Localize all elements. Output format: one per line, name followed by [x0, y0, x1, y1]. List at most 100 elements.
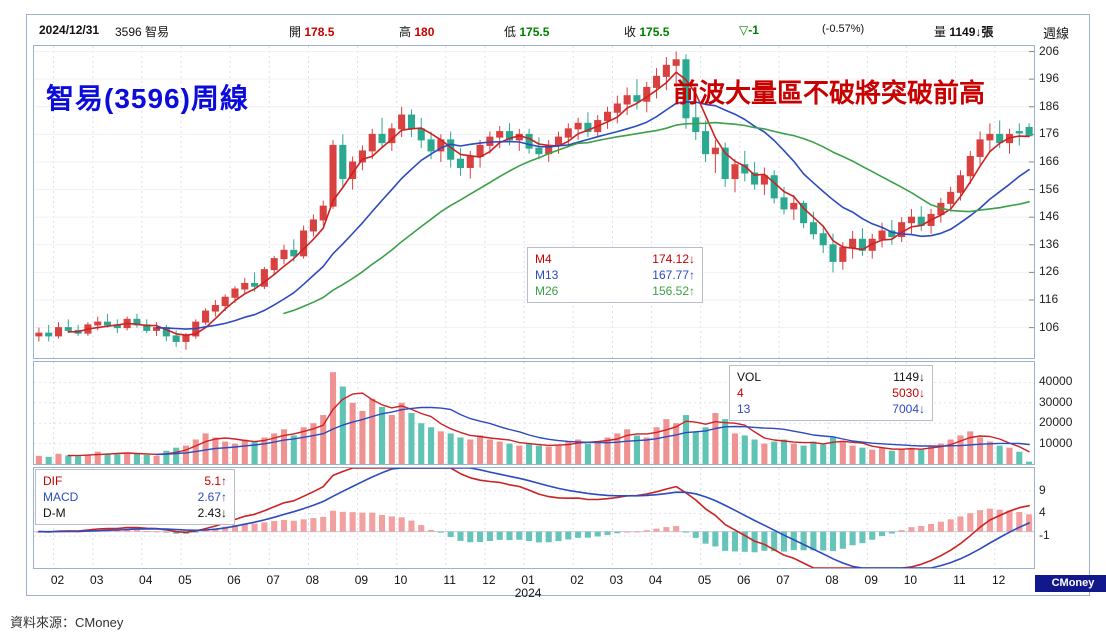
vol-value: 1149↓ — [893, 370, 925, 384]
low-quote: 低 175.5 — [504, 23, 549, 40]
volume-chart-svg[interactable] — [34, 362, 1034, 464]
ma13-row: M13 167.77↑ — [535, 267, 695, 283]
open-quote: 開 178.5 — [289, 23, 334, 40]
low-label: 低 — [504, 25, 517, 39]
axis-tick-label: 146 — [1039, 209, 1060, 224]
chart-frame: 2024/12/31 3596 智易 開 178.5 高 180 低 175.5… — [26, 14, 1106, 600]
macd-row: MACD 2.67↑ — [43, 489, 227, 505]
dif-row: DIF 5.1↑ — [43, 473, 227, 489]
vol-ma13-value: 7004↓ — [892, 402, 925, 416]
high-label: 高 — [399, 25, 412, 39]
open-value: 178.5 — [304, 25, 335, 39]
price-chart-svg[interactable] — [34, 46, 1034, 358]
x-axis-month-label: 06 — [227, 573, 241, 587]
cmoney-logo: CMoney — [1035, 575, 1106, 592]
volume-value: 1149↓張 — [949, 25, 994, 39]
vol-ma13-label: 13 — [737, 402, 751, 416]
axis-tick-label: 4 — [1039, 505, 1046, 520]
macd-label: MACD — [43, 490, 79, 504]
x-axis-month-label: 11 — [443, 573, 456, 587]
volume-label: 量 — [934, 25, 947, 39]
ma26-label: M26 — [535, 284, 559, 298]
ma13-value: 167.77↑ — [652, 268, 695, 282]
high-value: 180 — [414, 25, 435, 39]
x-axis-month-label: 08 — [825, 573, 839, 587]
price-pane[interactable] — [33, 45, 1035, 359]
vol-label: VOL — [737, 370, 762, 384]
axis-tick-label: -1 — [1039, 528, 1050, 543]
x-axis-month-label: 12 — [991, 573, 1006, 587]
right-axis-labels: 206 196 186 176 166 156 146 136 126 116 106 40000 30… — [1035, 15, 1091, 597]
dm-label: D-M — [43, 506, 66, 520]
axis-tick-label: 126 — [1039, 264, 1060, 279]
axis-tick-label: 196 — [1039, 71, 1060, 86]
axis-tick-label: 40000 — [1039, 374, 1073, 389]
dif-value: 5.1↑ — [204, 474, 227, 488]
volume-legend: VOL 1149↓ 4 5030↓ 13 7004↓ — [729, 365, 933, 421]
macd-legend: DIF 5.1↑ MACD 2.67↑ D-M 2.43↓ — [35, 469, 235, 525]
close-quote: 收 175.5 — [624, 23, 669, 40]
vol-ma4-label: 4 — [737, 386, 744, 400]
stock-symbol: 3596 智易 — [115, 25, 170, 39]
x-axis-month-label: 03 — [90, 573, 104, 587]
x-axis-month-label: 06 — [737, 573, 751, 587]
vol-ma4-row: 4 5030↓ — [737, 385, 925, 401]
x-axis-month-label: 05 — [697, 573, 712, 587]
x-axis-year-label: 2024 — [514, 586, 542, 600]
axis-tick-label: 206 — [1039, 43, 1060, 58]
quote-date: 2024/12/31 — [39, 23, 100, 37]
x-axis-month-label: 07 — [776, 573, 790, 587]
ma4-row: M4 174.12↓ — [535, 251, 695, 267]
x-axis-month-label: 10 — [903, 573, 918, 587]
x-axis-month-label: 11 — [953, 573, 966, 587]
x-axis-month-label: 08 — [305, 573, 320, 587]
volume-quote: 量 1149↓張 — [934, 23, 993, 40]
x-axis-month-label: 03 — [609, 573, 624, 587]
x-axis-month-label: 02 — [50, 573, 65, 587]
vol-ma4-value: 5030↓ — [892, 386, 925, 400]
axis-tick-label: 156 — [1039, 181, 1060, 196]
axis-tick-label: 9 — [1039, 482, 1046, 497]
x-axis-labels: 2024 02 03 04 05 06 07 08 09 10 11 12 01 02 03 04 05 06 0… — [33, 571, 1035, 600]
macd-value: 2.67↑ — [197, 490, 227, 504]
low-value: 175.5 — [519, 25, 550, 39]
x-axis-month-label: 04 — [648, 573, 663, 587]
x-axis-month-label: 01 — [521, 573, 535, 587]
x-axis-month-label: 05 — [178, 573, 192, 587]
close-value: 175.5 — [639, 25, 670, 39]
ma13-label: M13 — [535, 268, 559, 282]
axis-tick-label: 176 — [1039, 126, 1060, 141]
close-label: 收 — [624, 25, 637, 39]
axis-tick-label: 30000 — [1039, 394, 1073, 409]
high-quote: 高 180 — [399, 23, 434, 40]
open-label: 開 — [289, 25, 302, 39]
x-axis-month-label: 09 — [354, 573, 369, 587]
source-note: 資料來源：CMoney — [10, 615, 124, 630]
axis-tick-label: 186 — [1039, 98, 1060, 113]
period-label: 週線 — [1043, 26, 1070, 41]
dm-row: D-M 2.43↓ — [43, 505, 227, 521]
change-percent: (-0.57%) — [822, 23, 865, 35]
axis-tick-label: 20000 — [1039, 415, 1073, 430]
dif-label: DIF — [43, 474, 63, 488]
change-value: ▽-1 — [739, 23, 759, 37]
chart-annotation: 前波大量區不破將突破前高 — [673, 78, 986, 108]
ma4-value: 174.12↓ — [652, 252, 695, 266]
ma4-label: M4 — [535, 252, 552, 266]
axis-tick-label: 136 — [1039, 236, 1060, 251]
ma26-value: 156.52↑ — [652, 284, 695, 298]
vol-row: VOL 1149↓ — [737, 369, 925, 385]
axis-tick-label: 106 — [1039, 319, 1060, 334]
x-axis-month-label: 07 — [266, 573, 280, 587]
x-axis-month-label: 04 — [139, 573, 153, 587]
ma-legend: M4 174.12↓ M13 167.77↑ M26 156.52↑ — [527, 247, 703, 303]
axis-tick-label: 116 — [1039, 292, 1059, 307]
x-axis-month-label: 09 — [864, 573, 878, 587]
dm-value: 2.43↓ — [197, 506, 227, 520]
x-axis-month-label: 02 — [570, 573, 584, 587]
axis-tick-label: 166 — [1039, 153, 1060, 168]
x-axis-month-label: 10 — [393, 573, 408, 587]
volume-pane[interactable] — [33, 361, 1035, 465]
vol-ma13-row: 13 7004↓ — [737, 401, 925, 417]
